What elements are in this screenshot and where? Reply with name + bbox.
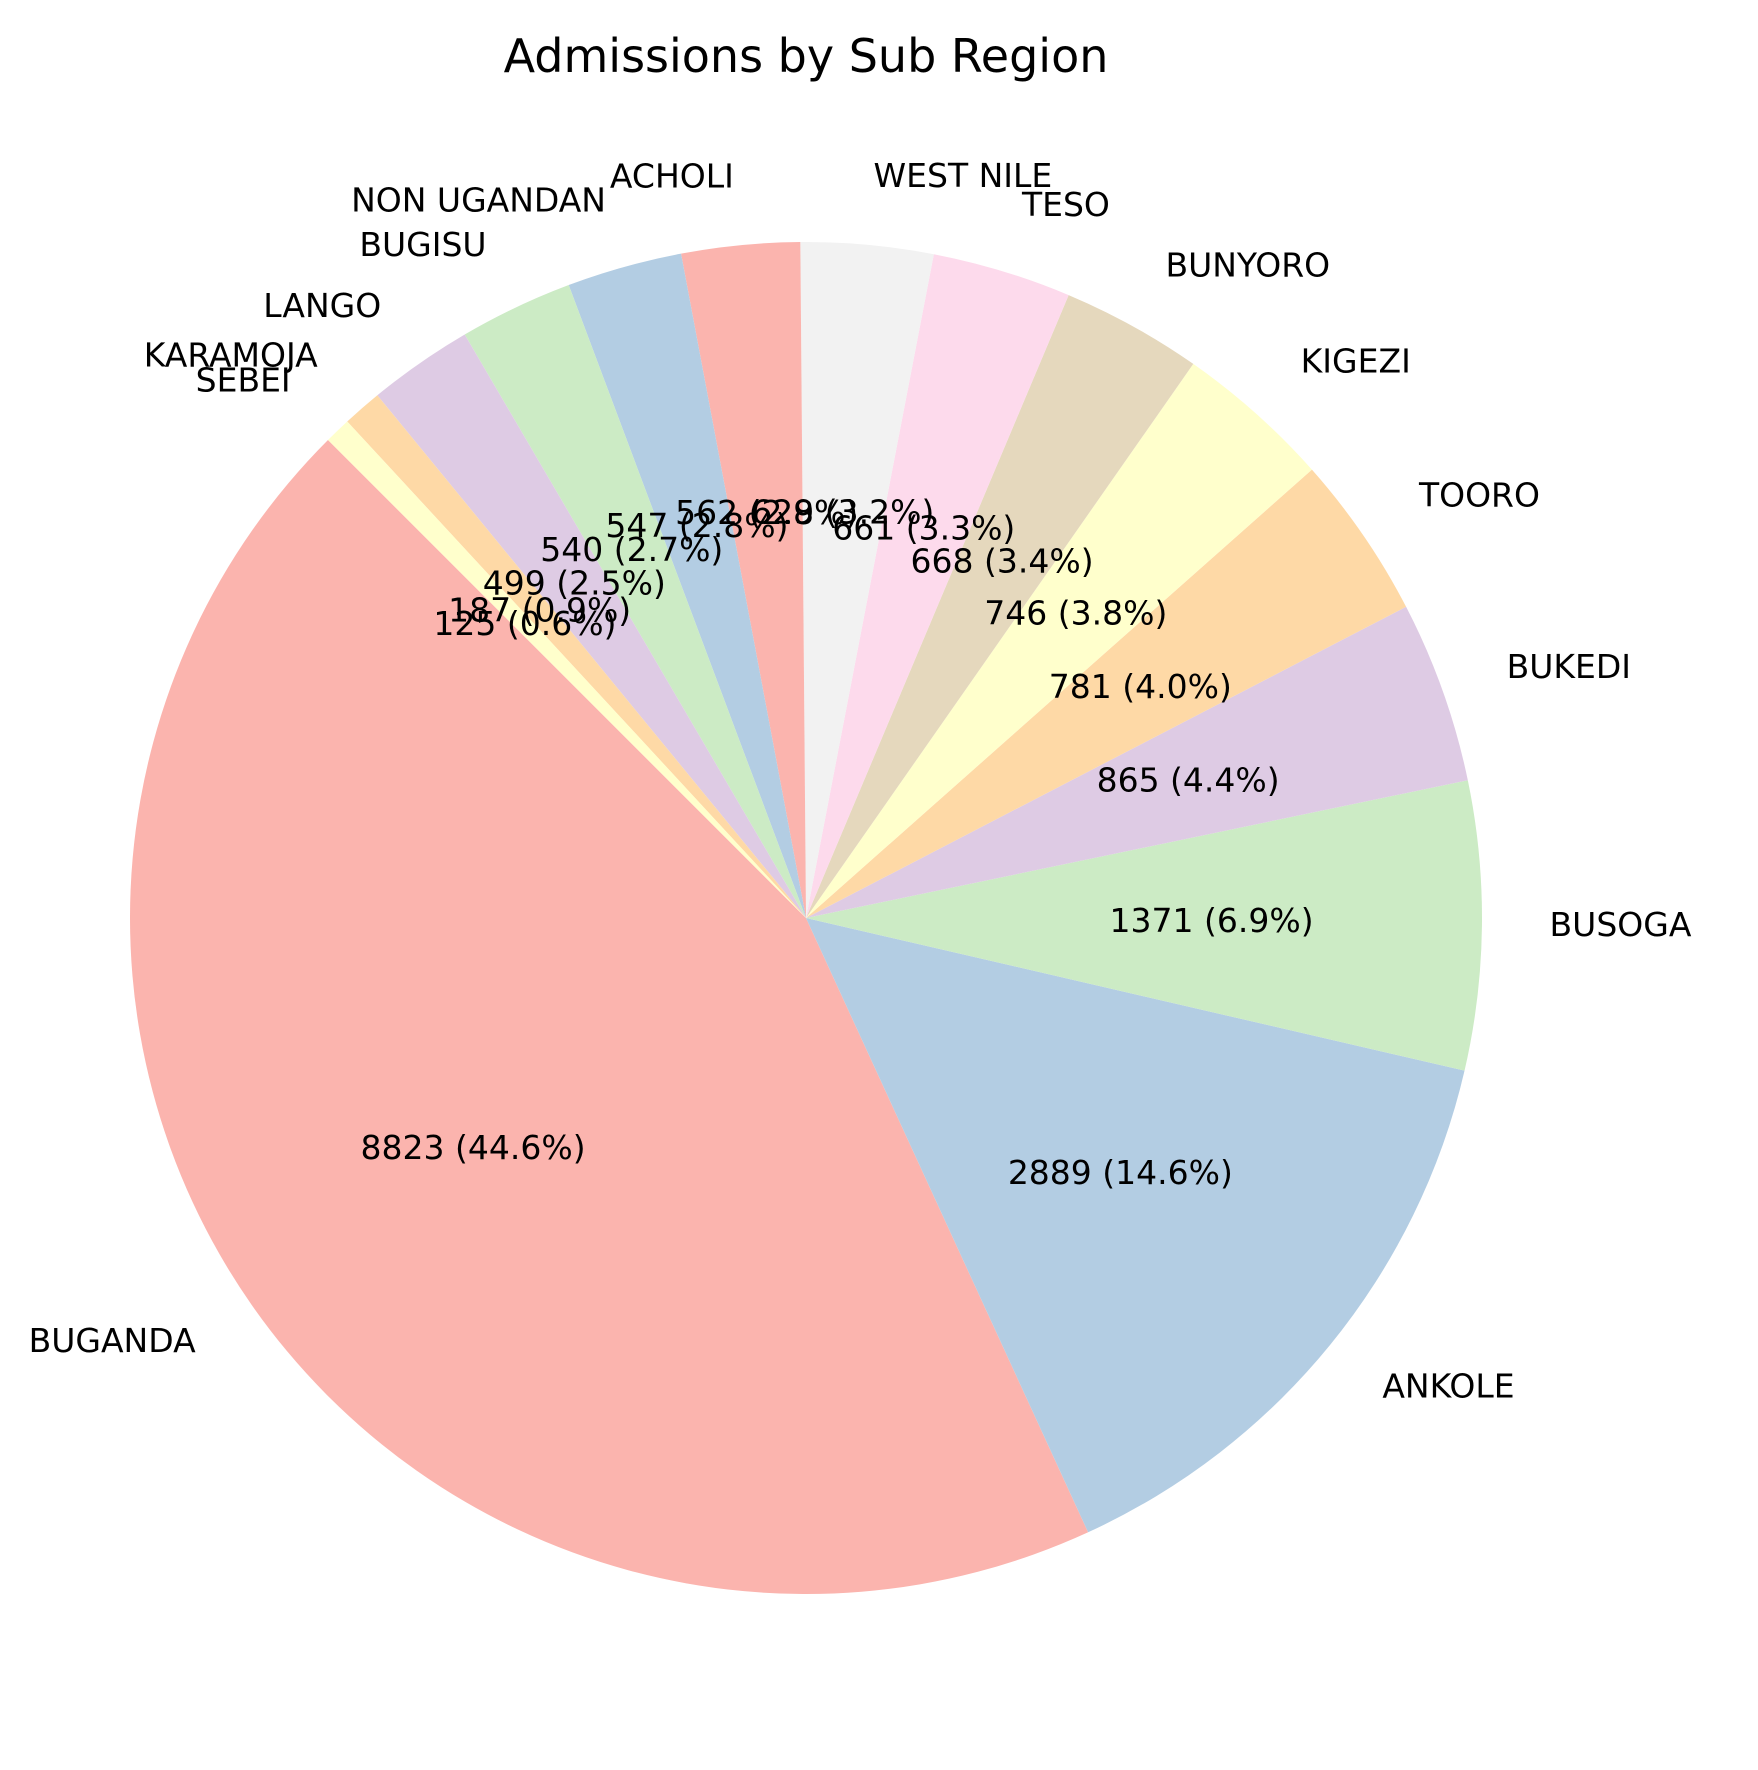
slice-value-bugisu: 540 (2.7%) [540, 530, 723, 569]
slice-value-busoga: 1371 (6.9%) [1110, 901, 1314, 940]
pie-slice-tooro [806, 469, 1407, 918]
slice-label-ankole: ANKOLE [1382, 1366, 1514, 1405]
slice-label-bugisu: BUGISU [359, 225, 486, 264]
slice-value-karamoja: 187 (0.9%) [448, 591, 631, 630]
slice-label-bunyoro: BUNYORO [1165, 246, 1330, 285]
pie-slice-buganda [130, 439, 1089, 1594]
pie-slice-lango [377, 334, 806, 918]
slice-label-busoga: BUSOGA [1550, 905, 1692, 944]
slice-label-non-ugandan: NON UGANDAN [351, 180, 606, 219]
pie-slice-busoga [806, 780, 1482, 1071]
slice-value-acholi: 562 (2.8%) [675, 493, 858, 532]
pie-slice-acholi [681, 242, 806, 918]
slice-label-kigezi: KIGEZI [1301, 341, 1411, 380]
pie-slice-west-nile [800, 242, 934, 919]
pie-slice-kigezi [806, 363, 1312, 918]
slice-label-bukedi: BUKEDI [1507, 647, 1631, 686]
slice-label-sebei: SEBEI [196, 360, 291, 399]
slice-label-teso: TESO [1021, 185, 1110, 224]
pie-slice-karamoja [347, 395, 806, 918]
pie-slices [130, 242, 1482, 1594]
slice-value-tooro: 781 (4.0%) [1049, 667, 1232, 706]
slice-value-teso: 661 (3.3%) [832, 508, 1015, 547]
slice-label-buganda: BUGANDA [29, 1321, 196, 1360]
slice-value-bukedi: 865 (4.4%) [1097, 761, 1280, 800]
slice-value-lango: 499 (2.5%) [483, 564, 666, 603]
pie-slice-teso [806, 254, 1069, 918]
slice-label-lango: LANGO [263, 286, 381, 325]
slice-value-bunyoro: 668 (3.4%) [911, 541, 1094, 580]
slice-value-sebei: 125 (0.6%) [433, 604, 616, 643]
pie-slice-bunyoro [806, 295, 1194, 918]
slice-label-tooro: TOORO [1418, 476, 1540, 515]
slice-category-labels: BUGANDA ANKOLE BUSOGA BUKEDI TOORO KIGEZI BUNY… [29, 156, 1692, 1405]
slice-label-west-nile: WEST NILE [874, 156, 1053, 195]
slice-value-buganda: 8823 (44.6%) [361, 1128, 586, 1167]
slice-value-labels: 8823 (44.6%) 2889 (14.6%) 1371 (6.9%) 865 (… [361, 493, 1314, 1192]
chart-title: Admissions by Sub Region [504, 29, 1109, 83]
pie-slice-non-ugandan [568, 253, 806, 918]
slice-value-kigezi: 746 (3.8%) [984, 594, 1167, 633]
slice-value-west-nile: 629 (3.2%) [751, 493, 934, 532]
pie-slice-bukedi [806, 606, 1468, 918]
slice-label-karamoja: KARAMOJA [144, 336, 318, 375]
slice-value-ankole: 2889 (14.6%) [1008, 1153, 1233, 1192]
pie-slice-ankole [806, 918, 1465, 1533]
pie-slice-bugisu [464, 285, 806, 919]
pie-slice-sebei [327, 421, 806, 918]
slice-value-non-ugandan: 547 (2.8%) [605, 506, 788, 545]
slice-label-acholi: ACHOLI [610, 156, 734, 195]
